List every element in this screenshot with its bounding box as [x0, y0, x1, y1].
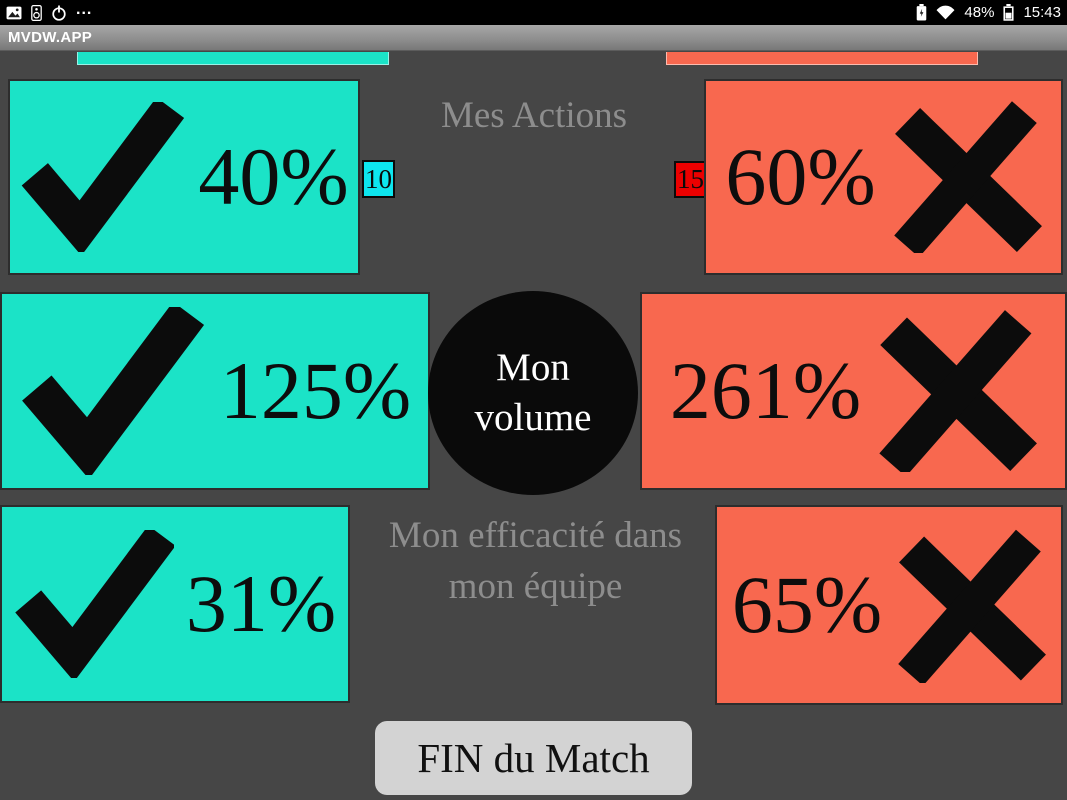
app-bar: MVDW.APP	[0, 25, 1067, 51]
mes-actions-label: Mes Actions	[440, 95, 628, 136]
actions-fail-value: 60%	[725, 131, 876, 222]
volume-fail-value: 261%	[669, 345, 862, 436]
power-saver-icon	[51, 5, 67, 21]
status-bar-left: ...	[6, 0, 93, 21]
more-notifications: ...	[76, 0, 93, 18]
efficiency-label-line1: Mon efficacité dans	[388, 515, 683, 556]
battery-percent: 48%	[964, 4, 995, 21]
tile-efficiency-fail[interactable]: 65%	[715, 505, 1063, 705]
check-icon	[21, 307, 204, 475]
status-bar: ... 48%	[0, 0, 1067, 25]
app-title: MVDW.APP	[8, 29, 93, 46]
mon-volume-circle[interactable]: Mon volume	[428, 291, 638, 495]
efficiency-fail-value: 65%	[731, 559, 883, 650]
battery-icon	[1003, 4, 1014, 21]
efficiency-success-value: 31%	[185, 558, 337, 649]
circle-line1: Mon	[496, 346, 570, 389]
speaker-icon	[31, 4, 42, 21]
x-icon	[893, 101, 1042, 253]
tile-actions-success[interactable]: 40%	[8, 79, 360, 275]
badge-success-count[interactable]: 10	[362, 160, 395, 198]
tile-efficiency-success[interactable]: 31%	[0, 505, 350, 703]
wifi-icon	[936, 5, 955, 20]
tile-volume-success[interactable]: 125%	[0, 292, 430, 490]
x-icon	[879, 310, 1038, 472]
tile-volume-fail[interactable]: 261%	[640, 292, 1067, 490]
status-bar-right: 48% 15:43	[916, 4, 1061, 21]
check-icon	[22, 102, 185, 252]
image-notification-icon	[6, 6, 22, 20]
efficiency-label: Mon efficacité dans mon équipe	[348, 510, 723, 612]
battery-saver-icon	[916, 4, 927, 21]
badge-fail-count[interactable]: 15	[674, 161, 707, 198]
actions-success-value: 40%	[198, 131, 349, 222]
circle-line2: volume	[474, 396, 592, 439]
end-match-button[interactable]: FIN du Match	[375, 721, 692, 795]
clock: 15:43	[1023, 4, 1061, 21]
efficiency-label-line2: mon équipe	[448, 566, 623, 607]
tile-actions-fail[interactable]: 60%	[704, 79, 1063, 275]
volume-success-value: 125%	[219, 345, 412, 436]
partial-fail-tile[interactable]	[666, 52, 978, 65]
x-icon	[898, 529, 1047, 683]
check-icon	[15, 530, 174, 678]
partial-success-tile[interactable]	[77, 52, 389, 65]
